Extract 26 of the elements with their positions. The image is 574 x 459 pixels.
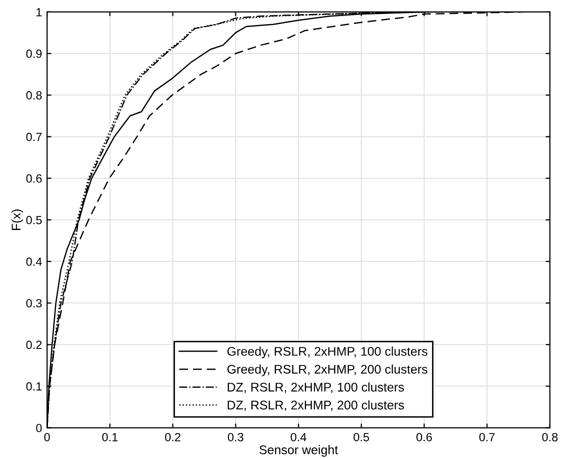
x-tick-label: 0.7 [479,432,495,442]
y-axis-title: F(x) [11,210,24,230]
x-tick-label: 0.2 [165,432,180,442]
legend-label: DZ, RSLR, 2xHMP, 100 clusters [228,382,404,394]
x-tick-label: 0 [44,432,50,442]
y-tick-label: 0.6 [26,174,42,183]
x-tick-label: 0.4 [290,432,306,442]
y-tick-label: 0 [36,424,42,432]
legend-label: DZ, RSLR, 2xHMP, 200 clusters [228,400,404,411]
x-tick-label: 0.3 [228,432,244,442]
y-tick-label: 0.2 [26,340,42,350]
y-tick-label: 0.9 [26,50,42,58]
y-tick-label: 0.1 [26,382,42,391]
x-tick-label: 0.1 [102,432,118,442]
legend-label: Greedy, RSLR, 2xHMP, 200 clusters [227,364,428,376]
legend-label: Greedy, RSLR, 2xHMP, 100 clusters [227,346,428,358]
y-tick-label: 0.7 [26,132,42,142]
y-tick-label: 1 [36,8,42,16]
x-tick-label: 0.8 [542,432,558,442]
y-tick-label: 0.4 [26,257,42,266]
x-axis-title: Sensor weight [259,445,338,457]
y-tick-label: 0.8 [26,91,42,100]
y-tick-label: 0.5 [26,216,42,224]
y-tick-label: 0.3 [26,299,42,308]
x-tick-label: 0.5 [354,432,370,442]
x-tick-label: 0.6 [416,432,432,442]
